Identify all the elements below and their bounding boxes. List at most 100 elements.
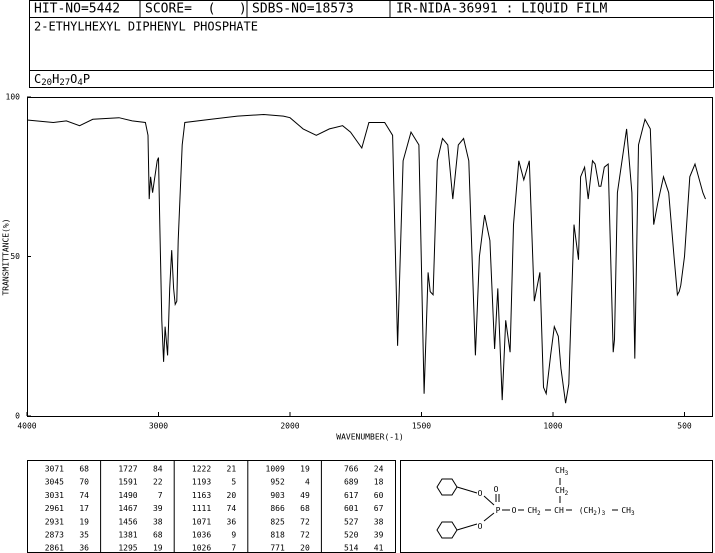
peak-wavenumber: 527 bbox=[344, 517, 359, 526]
peak-transmittance: 4 bbox=[305, 478, 310, 487]
peak-transmittance: 24 bbox=[374, 465, 384, 474]
y-axis-label: TRANSMITTANCE(%) bbox=[2, 218, 11, 295]
peak-transmittance: 67 bbox=[374, 504, 384, 513]
peak-transmittance: 19 bbox=[79, 517, 89, 526]
peak-wavenumber: 1456 bbox=[118, 517, 137, 526]
structure-label: CH3 bbox=[555, 466, 569, 477]
peak-wavenumber: 1467 bbox=[118, 504, 137, 513]
structure-label: O bbox=[512, 506, 517, 515]
peak-transmittance: 7 bbox=[158, 491, 163, 500]
peak-wavenumber: 1591 bbox=[118, 478, 137, 487]
peak-wavenumber: 866 bbox=[270, 504, 285, 513]
peak-wavenumber: 1071 bbox=[192, 517, 211, 526]
peak-wavenumber: 1009 bbox=[266, 465, 285, 474]
peak-wavenumber: 1193 bbox=[192, 478, 211, 487]
peak-transmittance: 38 bbox=[153, 517, 163, 526]
peak-transmittance: 41 bbox=[374, 544, 384, 553]
peak-wavenumber: 1727 bbox=[118, 465, 137, 474]
peak-wavenumber: 952 bbox=[270, 478, 285, 487]
peak-transmittance: 72 bbox=[300, 517, 310, 526]
bond bbox=[483, 512, 495, 522]
peak-wavenumber: 818 bbox=[270, 531, 285, 540]
peak-wavenumber: 3071 bbox=[45, 465, 64, 474]
peak-transmittance: 84 bbox=[153, 465, 163, 474]
peak-wavenumber: 2873 bbox=[45, 531, 64, 540]
peak-transmittance: 9 bbox=[231, 531, 236, 540]
peak-wavenumber: 514 bbox=[344, 544, 359, 553]
peak-wavenumber: 1222 bbox=[192, 465, 211, 474]
x-tick-label: 500 bbox=[677, 422, 692, 431]
sdbs-no: SDBS-NO=18573 bbox=[252, 2, 354, 17]
peak-wavenumber: 825 bbox=[270, 517, 285, 526]
peak-transmittance: 68 bbox=[153, 531, 163, 540]
peak-transmittance: 68 bbox=[79, 465, 89, 474]
structure-label: CH bbox=[554, 506, 564, 515]
peak-wavenumber: 1111 bbox=[192, 504, 211, 513]
peak-wavenumber: 771 bbox=[270, 544, 285, 553]
benzene-ring bbox=[436, 478, 458, 496]
peak-wavenumber: 1036 bbox=[192, 531, 211, 540]
peak-transmittance: 39 bbox=[153, 504, 163, 513]
peak-transmittance: 20 bbox=[227, 491, 237, 500]
peak-transmittance: 74 bbox=[79, 491, 89, 500]
x-tick-label: 1500 bbox=[412, 422, 431, 431]
peak-transmittance: 5 bbox=[231, 478, 236, 487]
structure-drawing bbox=[436, 478, 618, 539]
peak-wavenumber: 1163 bbox=[192, 491, 211, 500]
structure-label: O bbox=[478, 489, 483, 498]
peak-wavenumber: 689 bbox=[344, 478, 359, 487]
peak-transmittance: 20 bbox=[300, 544, 310, 553]
x-axis-label: WAVENUMBER(-1) bbox=[336, 433, 403, 442]
peak-wavenumber: 601 bbox=[344, 504, 359, 513]
peak-wavenumber: 2961 bbox=[45, 504, 64, 513]
benzene-ring bbox=[436, 521, 458, 539]
peak-transmittance: 36 bbox=[227, 517, 237, 526]
formula: C20H27O4P bbox=[34, 72, 90, 88]
peak-transmittance: 38 bbox=[374, 517, 384, 526]
bond bbox=[483, 495, 495, 506]
peak-wavenumber: 766 bbox=[344, 465, 359, 474]
bond bbox=[456, 486, 478, 494]
y-tick-label: 100 bbox=[6, 93, 21, 102]
peak-transmittance: 39 bbox=[374, 531, 384, 540]
hit-no: HIT-NO=5442 bbox=[34, 2, 120, 17]
peak-transmittance: 60 bbox=[374, 491, 384, 500]
peak-wavenumber: 3031 bbox=[45, 491, 64, 500]
structure-label: P bbox=[496, 506, 501, 515]
x-tick-label: 3000 bbox=[149, 422, 168, 431]
bond bbox=[456, 523, 478, 531]
structure-label: O bbox=[494, 485, 499, 494]
peak-transmittance: 68 bbox=[300, 504, 310, 513]
peak-wavenumber: 1490 bbox=[118, 491, 137, 500]
structure-label: (CH2)3 bbox=[579, 506, 606, 517]
peak-wavenumber: 617 bbox=[344, 491, 359, 500]
peak-transmittance: 19 bbox=[153, 544, 163, 553]
compound-name: 2-ETHYLHEXYL DIPHENYL PHOSPHATE bbox=[34, 20, 258, 34]
score: SCORE= ( ) bbox=[145, 2, 247, 17]
method: IR-NIDA-36991 : LIQUID FILM bbox=[396, 2, 607, 17]
peak-wavenumber: 1381 bbox=[118, 531, 137, 540]
structure-label: CH2 bbox=[527, 506, 541, 517]
peak-wavenumber: 520 bbox=[344, 531, 359, 540]
peak-transmittance: 70 bbox=[79, 478, 89, 487]
structure-label: CH3 bbox=[621, 506, 635, 517]
peak-transmittance: 22 bbox=[153, 478, 163, 487]
peak-wavenumber: 2861 bbox=[45, 544, 64, 553]
name-frame bbox=[29, 17, 714, 88]
peak-transmittance: 21 bbox=[227, 465, 237, 474]
header-frame bbox=[29, 0, 714, 18]
plot-frame bbox=[27, 97, 713, 417]
peak-wavenumber: 1026 bbox=[192, 544, 211, 553]
structure-label: CH2 bbox=[555, 486, 569, 497]
peak-transmittance: 17 bbox=[79, 504, 89, 513]
peak-wavenumber: 903 bbox=[270, 491, 285, 500]
x-tick-label: 2000 bbox=[280, 422, 299, 431]
y-tick-label: 0 bbox=[15, 412, 20, 421]
x-tick-label: 4000 bbox=[17, 422, 36, 431]
y-tick-label: 50 bbox=[10, 252, 20, 261]
structure-label: O bbox=[478, 522, 483, 531]
peak-wavenumber: 3045 bbox=[45, 478, 64, 487]
spectrum-line bbox=[26, 113, 706, 404]
peak-wavenumber: 1295 bbox=[118, 544, 137, 553]
